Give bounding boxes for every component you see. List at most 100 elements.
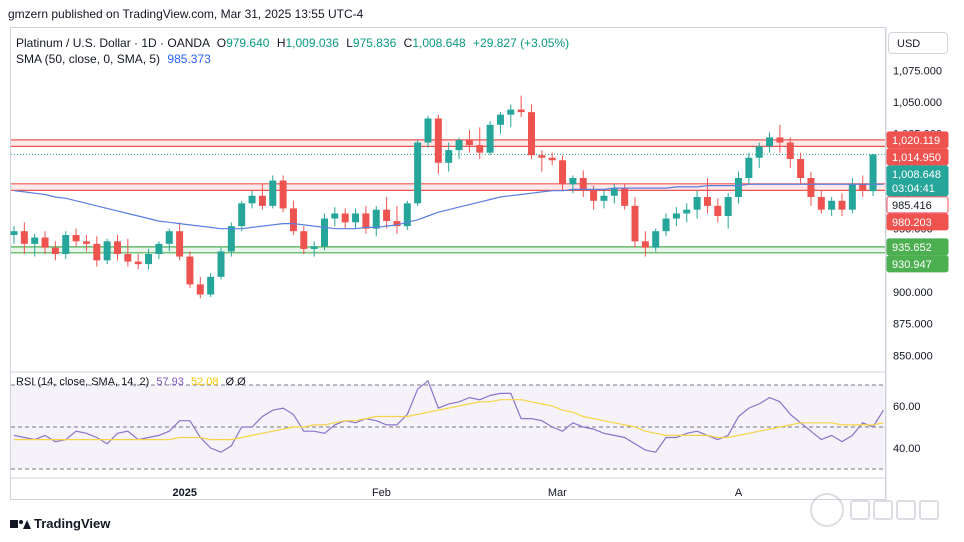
chart-legend: Platinum / U.S. Dollar · 1D · OANDA O979… bbox=[16, 35, 569, 67]
candle-body-77 bbox=[807, 178, 815, 197]
candle-body-39 bbox=[414, 142, 422, 204]
candle-body-20 bbox=[217, 251, 225, 277]
rsi-sma-line bbox=[14, 399, 884, 441]
price-label-text-6: 930.947 bbox=[892, 259, 932, 271]
candle-body-79 bbox=[828, 200, 836, 210]
candle-body-10 bbox=[114, 241, 121, 254]
candle-body-65 bbox=[683, 209, 691, 214]
price-tick-label: 850.000 bbox=[893, 350, 933, 362]
candle-body-71 bbox=[745, 157, 753, 178]
candle-body-72 bbox=[755, 146, 763, 158]
candle-body-36 bbox=[383, 209, 391, 222]
candle-body-60 bbox=[631, 205, 639, 242]
rsi-line bbox=[13, 379, 884, 453]
price-tick-label: 1,050.000 bbox=[893, 97, 942, 109]
candle-body-22 bbox=[238, 203, 246, 227]
zone-fill-2 bbox=[11, 246, 885, 253]
close-label: C bbox=[403, 36, 413, 50]
zone-fill-0 bbox=[11, 139, 885, 147]
currency-button[interactable]: USD bbox=[888, 32, 948, 54]
rsi-extra: Ø Ø bbox=[225, 376, 246, 388]
candle-body-45 bbox=[476, 145, 484, 153]
candle-body-26 bbox=[279, 180, 287, 209]
rsi-sma-value: 52.08 bbox=[190, 376, 219, 388]
candle-body-34 bbox=[362, 213, 370, 229]
candle-body-76 bbox=[797, 159, 805, 178]
high-label: H bbox=[276, 36, 286, 50]
candle-body-6 bbox=[72, 235, 80, 242]
candle-body-19 bbox=[207, 276, 215, 295]
symbol-label[interactable]: Platinum / U.S. Dollar · 1D · OANDA bbox=[16, 36, 210, 50]
candle-body-14 bbox=[155, 243, 163, 254]
price-label-bg-5 bbox=[886, 238, 949, 256]
candle-body-23 bbox=[248, 195, 256, 204]
candle-body-28 bbox=[300, 231, 308, 249]
candle-body-47 bbox=[496, 114, 504, 125]
candle-body-66 bbox=[693, 197, 701, 210]
candle-body-61 bbox=[641, 241, 649, 248]
candle-body-44 bbox=[465, 140, 473, 146]
candle-body-78 bbox=[817, 197, 825, 210]
price-label-countdown: 03:04:41 bbox=[892, 183, 935, 195]
candle-body-42 bbox=[445, 150, 453, 163]
open-label: O bbox=[216, 36, 227, 50]
time-tick-label: A bbox=[735, 487, 743, 499]
high-value: 1,009.036 bbox=[285, 36, 339, 50]
sma-label[interactable]: SMA (50, close, 0, SMA, 5) bbox=[16, 52, 161, 66]
candle-body-41 bbox=[434, 118, 442, 163]
candle-body-4 bbox=[51, 247, 59, 254]
candle-body-69 bbox=[724, 197, 732, 216]
candle-body-52 bbox=[548, 157, 556, 161]
candle-body-43 bbox=[455, 140, 463, 151]
candle-body-67 bbox=[703, 197, 711, 206]
candle-body-82 bbox=[859, 184, 867, 191]
candle-body-32 bbox=[341, 213, 349, 223]
candle-body-33 bbox=[352, 213, 360, 223]
candle-body-48 bbox=[507, 109, 515, 115]
candle-body-21 bbox=[227, 226, 235, 252]
candle-body-3 bbox=[41, 237, 49, 248]
candle-body-83 bbox=[869, 154, 877, 192]
brand-name: TradingView bbox=[34, 516, 111, 531]
low-value: 975.836 bbox=[352, 36, 397, 50]
candle-body-57 bbox=[600, 195, 608, 201]
price-label-bg-6 bbox=[886, 255, 949, 273]
candle-body-46 bbox=[486, 124, 494, 153]
watermark-logo-icon bbox=[810, 490, 950, 530]
candle-body-62 bbox=[652, 231, 660, 248]
price-tick-label: 900.000 bbox=[893, 287, 933, 299]
candle-body-54 bbox=[569, 178, 577, 185]
candle-body-0 bbox=[10, 231, 18, 235]
time-tick-label: Feb bbox=[372, 487, 391, 499]
price-tick-label: 875.000 bbox=[893, 319, 933, 331]
price-label-bg-4 bbox=[886, 213, 949, 231]
zone-fill-1 bbox=[11, 183, 885, 191]
price-label-bg-2 bbox=[886, 165, 949, 197]
rsi-tick-label: 40.00 bbox=[893, 443, 921, 455]
price-label-bg-3 bbox=[886, 196, 949, 214]
candle-body-12 bbox=[134, 261, 142, 265]
candle-body-37 bbox=[393, 221, 401, 227]
candle-body-56 bbox=[590, 190, 598, 201]
candle-body-49 bbox=[517, 109, 525, 113]
published-info: gmzern published on TradingView.com, Mar… bbox=[8, 7, 364, 21]
price-label-text-1: 1,014.950 bbox=[892, 152, 941, 164]
candle-body-53 bbox=[559, 160, 567, 185]
candle-body-63 bbox=[662, 218, 670, 232]
price-label-bg-1 bbox=[886, 148, 949, 166]
candle-body-59 bbox=[621, 188, 629, 206]
candle-body-73 bbox=[766, 137, 774, 147]
sma-line bbox=[13, 183, 884, 230]
candle-body-15 bbox=[165, 231, 173, 244]
price-label-bg-0 bbox=[886, 131, 949, 149]
time-tick-label: Mar bbox=[548, 487, 567, 499]
candle-body-75 bbox=[786, 142, 794, 159]
rsi-value: 57.93 bbox=[156, 376, 184, 388]
candle-body-58 bbox=[610, 188, 618, 196]
rsi-label[interactable]: RSI (14, close, SMA, 14, 2) bbox=[16, 376, 150, 388]
candle-body-11 bbox=[124, 254, 132, 262]
candle-body-68 bbox=[714, 205, 722, 216]
candle-body-80 bbox=[838, 200, 846, 210]
price-label-text-4: 980.203 bbox=[892, 217, 932, 229]
